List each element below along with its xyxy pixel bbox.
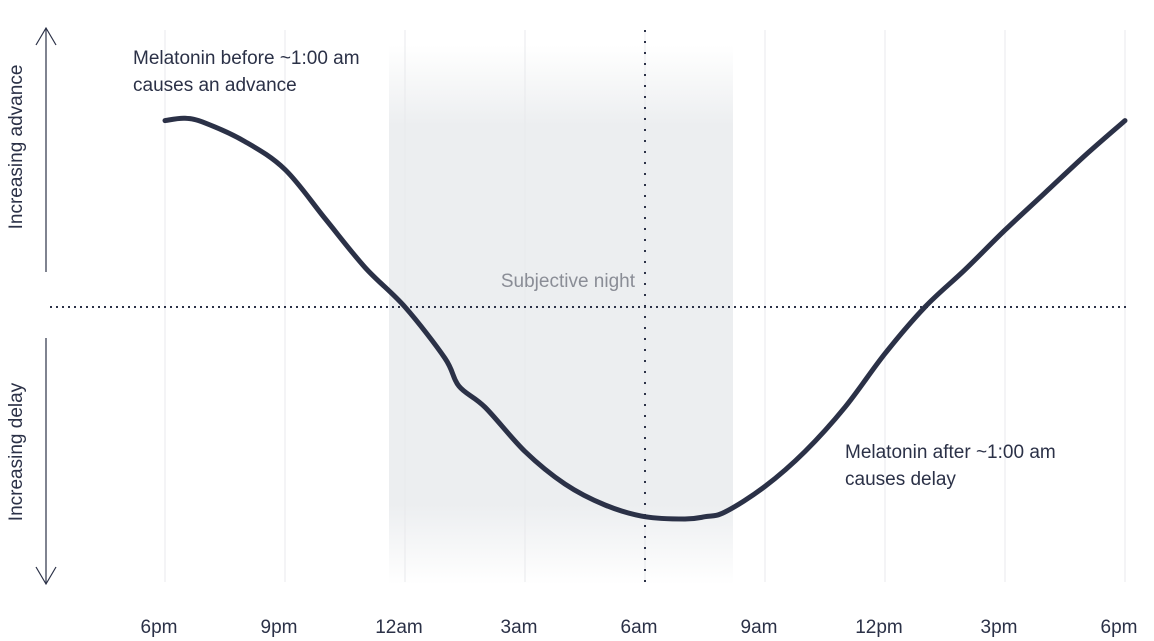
x-tick-label: 3am xyxy=(501,617,538,638)
x-tick-label: 9pm xyxy=(261,617,298,638)
x-tick-label: 12pm xyxy=(855,617,903,638)
y-axis-advance-label: Increasing advance xyxy=(6,65,27,230)
x-tick-label: 6pm xyxy=(1101,617,1138,638)
series-line xyxy=(162,115,1128,522)
y-axis-delay-label: Increasing delay xyxy=(6,382,27,521)
subjective-night-band xyxy=(389,45,733,585)
subjective-night-label: Subjective night xyxy=(501,271,636,292)
x-tick-label: 6pm xyxy=(141,617,178,638)
x-tick-label: 9am xyxy=(741,617,778,638)
advance-annotation-line-1: Melatonin before ~1:00 am xyxy=(133,48,360,69)
advance-annotation-line-2: causes an advance xyxy=(133,75,297,96)
delay-annotation-line-2: causes delay xyxy=(845,469,956,490)
y-axis-delay-arrow xyxy=(35,338,57,586)
x-axis-ticks: 6pm 9pm 12am 3am 6am 9am 12pm 3pm 6pm xyxy=(141,617,1138,638)
delay-annotation-line-1: Melatonin after ~1:00 am xyxy=(845,442,1056,463)
x-tick-label: 12am xyxy=(375,617,423,638)
x-tick-label: 6am xyxy=(621,617,658,638)
y-axis-advance-arrow xyxy=(35,26,57,272)
x-tick-label: 3pm xyxy=(981,617,1018,638)
